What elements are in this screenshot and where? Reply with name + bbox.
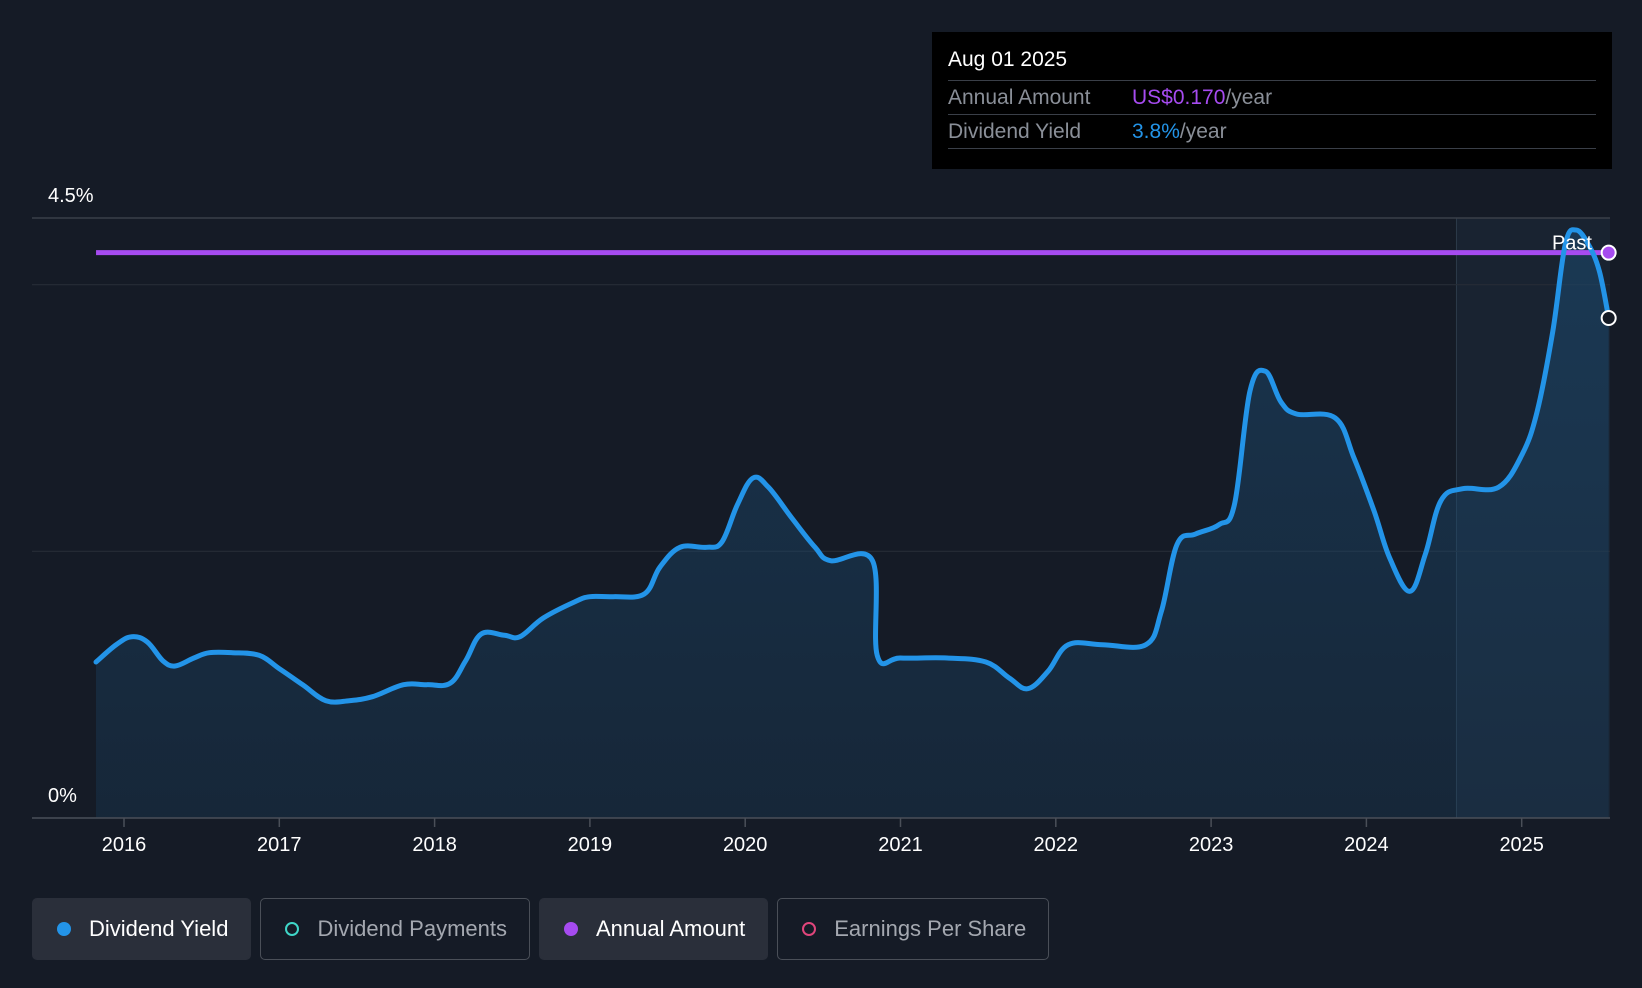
- x-tick-label: 2023: [1189, 834, 1234, 856]
- tooltip-annual-row: Annual Amount US$0.170 /year: [948, 81, 1596, 115]
- annual-amount-dot-icon: [563, 922, 578, 936]
- legend-dividend-yield[interactable]: Dividend Yield: [32, 898, 252, 960]
- grid-layer: [32, 217, 1610, 552]
- earnings-per-share-ring-icon: [802, 922, 817, 936]
- past-label: Past: [1552, 233, 1592, 255]
- annual-amount-marker[interactable]: [1600, 244, 1617, 261]
- tooltip-annual-label: Annual Amount: [948, 86, 1091, 109]
- x-tick-label: 2020: [723, 834, 768, 856]
- dividend-yield-line: [93, 227, 1612, 705]
- legend-dividend-payments[interactable]: Dividend Payments: [260, 898, 530, 960]
- y-axis-labels: 4.5% 0%: [48, 185, 94, 807]
- tooltip-yield-label: Dividend Yield: [948, 120, 1082, 143]
- legend-annual-amount-label: Annual Amount: [595, 916, 746, 941]
- tooltip-yield-unit: /year: [1179, 120, 1227, 143]
- legend-earnings-per-share-label: Earnings Per Share: [834, 916, 1027, 941]
- dividend-payments-ring-icon: [285, 922, 300, 936]
- x-tick-label: 2022: [1034, 834, 1079, 856]
- tooltip-date: Aug 01 2025: [948, 46, 1596, 81]
- x-tick-label: 2021: [878, 834, 923, 856]
- tooltip-annual-value: US$0.170: [1132, 86, 1226, 109]
- legend-dividend-payments-label: Dividend Payments: [317, 916, 507, 941]
- y-tick-label: 4.5%: [48, 185, 94, 207]
- chart-legend: Dividend Yield Dividend Payments Annual …: [32, 898, 1050, 960]
- legend-dividend-yield-label: Dividend Yield: [89, 916, 229, 941]
- legend-earnings-per-share[interactable]: Earnings Per Share: [777, 898, 1050, 960]
- x-tick-label: 2024: [1344, 834, 1389, 856]
- x-tick-label: 2016: [102, 834, 147, 856]
- chart-tooltip: Aug 01 2025 Annual Amount US$0.170 /year…: [932, 32, 1612, 169]
- y-tick-label: 0%: [48, 785, 77, 807]
- x-tick-label: 2017: [257, 834, 302, 856]
- dividend-yield-marker[interactable]: [1600, 310, 1617, 326]
- legend-annual-amount[interactable]: Annual Amount: [538, 898, 769, 960]
- tooltip-yield-row: Dividend Yield 3.8% /year: [948, 115, 1596, 149]
- x-tick-label: 2025: [1499, 834, 1544, 856]
- x-axis-ticks: 2016 2017 2018 2019 2020 2021 2022 2023 2024 2025: [102, 818, 1544, 856]
- tooltip-annual-unit: /year: [1225, 86, 1273, 109]
- x-tick-label: 2018: [412, 834, 457, 856]
- tooltip-yield-value: 3.8%: [1132, 120, 1180, 143]
- dividend-yield-area: [96, 229, 1609, 818]
- dividend-yield-dot-icon: [57, 922, 71, 936]
- x-tick-label: 2019: [568, 834, 613, 856]
